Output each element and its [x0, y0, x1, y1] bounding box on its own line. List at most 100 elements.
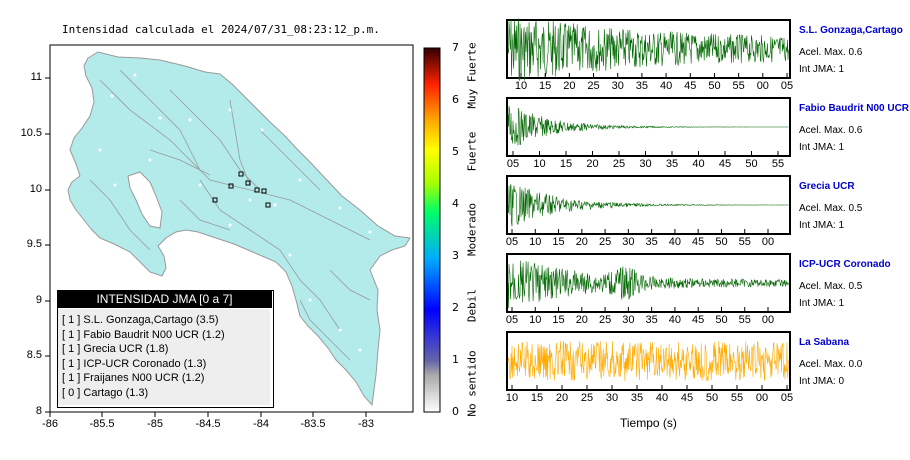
- map-title: Intensidad calculada el 2024/07/31_08:23…: [62, 23, 380, 36]
- waveform-tick-label: 45: [718, 158, 732, 170]
- legend-body: [ 1 ] S.L. Gonzaga,Cartago (3.5) [ 1 ] Fa…: [58, 309, 270, 405]
- lat-tick-label: 10: [29, 183, 42, 195]
- waveform-tick-label: 30: [622, 236, 635, 248]
- waveform-tick-label: 55: [771, 158, 785, 170]
- waveform-trace: [507, 184, 789, 227]
- waveform-tick-label: 35: [630, 392, 644, 404]
- waveform-tick-label: 35: [645, 314, 658, 326]
- colorbar-tick: 7: [452, 41, 459, 54]
- station-acel-max: Acel. Max. 0.0: [799, 359, 863, 370]
- waveform-tick-label: 45: [684, 80, 697, 92]
- waveform-tick-label: 30: [639, 158, 652, 170]
- station-acel-max: Acel. Max. 0.5: [799, 203, 863, 214]
- waveform-tick-label: 40: [692, 158, 705, 170]
- lat-tick-label: 9.5: [26, 238, 42, 250]
- waveform-xlabel: Tiempo (s): [620, 416, 677, 430]
- waveform-tick-label: 35: [635, 80, 649, 92]
- legend-row: [ 1 ] Grecia UCR (1.8): [62, 343, 169, 355]
- waveform-tick-label: 55: [738, 236, 751, 248]
- waveform-tick-label: 35: [665, 158, 679, 170]
- waveform-tick-label: 15: [559, 158, 573, 170]
- waveform-tick-label: 00: [761, 314, 775, 326]
- waveform-tick-label: 25: [598, 236, 612, 248]
- legend-row: [ 1 ] Fraijanes N00 UCR (1.2): [62, 372, 205, 384]
- waveform-tick-label: 50: [745, 158, 758, 170]
- waveform-tick-label: 25: [598, 314, 612, 326]
- station-int-jma: Int JMA: 0: [799, 376, 845, 387]
- station-acel-max: Acel. Max. 0.6: [799, 125, 863, 136]
- waveform-tick-label: 55: [730, 392, 744, 404]
- colorbar-tick: 4: [452, 197, 459, 210]
- waveform-tick-label: 20: [563, 80, 576, 92]
- waveform-tick-label: 05: [506, 158, 520, 170]
- waveform-tick-label: 15: [552, 314, 565, 326]
- legend-row: [ 1 ] Fabio Baudrit N00 UCR (1.2): [62, 328, 225, 341]
- country-land: [67, 51, 411, 407]
- waveform-tick-label: 15: [539, 80, 552, 92]
- waveform-tick-label: 15: [552, 236, 565, 248]
- waveform-tick-label: 55: [738, 314, 751, 326]
- town-markers: [98, 73, 372, 352]
- waveform-tick-label: 20: [575, 314, 588, 326]
- waveform-tick-label: 00: [761, 236, 775, 248]
- waveform-tick-label: 30: [605, 392, 619, 404]
- legend-row: [ 1 ] ICP-UCR Coronado (1.3): [62, 357, 207, 370]
- legend-row: [ 1 ] S.L. Gonzaga,Cartago (3.5): [62, 314, 219, 326]
- waveform-frame: [506, 253, 791, 313]
- waveform-tick-label: 20: [575, 236, 588, 248]
- waveform-tick-label: 55: [732, 80, 745, 92]
- waveform-tick-label: 10: [529, 236, 542, 248]
- colorbar-tick: 6: [452, 93, 459, 106]
- waveform-tick-label: 00: [755, 392, 769, 404]
- lon-tick-label: -84: [253, 418, 269, 430]
- station-name: Fabio Baudrit N00 UCR: [799, 103, 910, 114]
- colorbar-tick: 2: [452, 301, 459, 314]
- lon-tick-label: -86: [42, 418, 58, 430]
- lon-tick-label: -83: [358, 418, 374, 430]
- waveform-tick-label: 35: [645, 236, 658, 248]
- waveform-tick-label: 50: [705, 392, 719, 404]
- waveform-tick-label: 10: [505, 392, 519, 404]
- waveform-tick-label: 10: [533, 158, 546, 170]
- waveform-tick-label: 10: [529, 314, 542, 326]
- waveform-tick-label: 05: [780, 392, 794, 404]
- waveform-tick-label: 00: [756, 80, 769, 92]
- station-int-jma: Int JMA: 1: [799, 298, 845, 309]
- lon-tick-label: -85: [147, 418, 163, 430]
- waveform-tick-label: 30: [611, 80, 624, 92]
- station-name: La Sabana: [799, 337, 850, 348]
- station-acel-max: Acel. Max. 0.6: [799, 47, 863, 58]
- waveform-trace: [507, 260, 789, 309]
- waveform-tick-label: 50: [715, 236, 728, 248]
- colorbar-tick: 1: [452, 353, 459, 366]
- lat-tick-label: 9: [35, 294, 42, 306]
- colorbar-tick: 3: [452, 249, 459, 262]
- waveform-tick-label: 20: [555, 392, 569, 404]
- station-acel-max: Acel. Max. 0.5: [799, 281, 863, 292]
- waveform-tick-label: 20: [586, 158, 599, 170]
- station-int-jma: Int JMA: 1: [799, 64, 845, 75]
- waveform-tick-label: 40: [659, 80, 673, 92]
- waveform-trace: [507, 105, 789, 146]
- colorbar-tick: 0: [452, 405, 459, 418]
- waveform-tick-label: 50: [708, 80, 721, 92]
- waveform-tick-label: 15: [530, 392, 544, 404]
- waveform-tick-label: 25: [612, 158, 626, 170]
- gulf-of-nicoya: [127, 171, 163, 229]
- waveform-frame: [506, 331, 791, 391]
- waveform-tick-label: 05: [505, 236, 519, 248]
- waveform-trace: [507, 340, 789, 382]
- station-int-jma: Int JMA: 1: [799, 142, 845, 153]
- waveform-tick-label: 45: [692, 314, 705, 326]
- waveform-tick-label: 25: [580, 392, 594, 404]
- waveform-trace: [507, 18, 789, 81]
- station-int-jma: Int JMA: 1: [799, 220, 845, 231]
- waveform-tick-label: 05: [505, 314, 519, 326]
- waveform-tick-label: 40: [655, 392, 669, 404]
- lat-tick-label: 8.5: [26, 349, 42, 361]
- waveform-tick-label: 10: [514, 80, 528, 92]
- intensity-colorbar: [423, 47, 441, 413]
- waveform-tick-label: 25: [587, 80, 600, 92]
- lon-tick-label: -83.5: [300, 418, 326, 430]
